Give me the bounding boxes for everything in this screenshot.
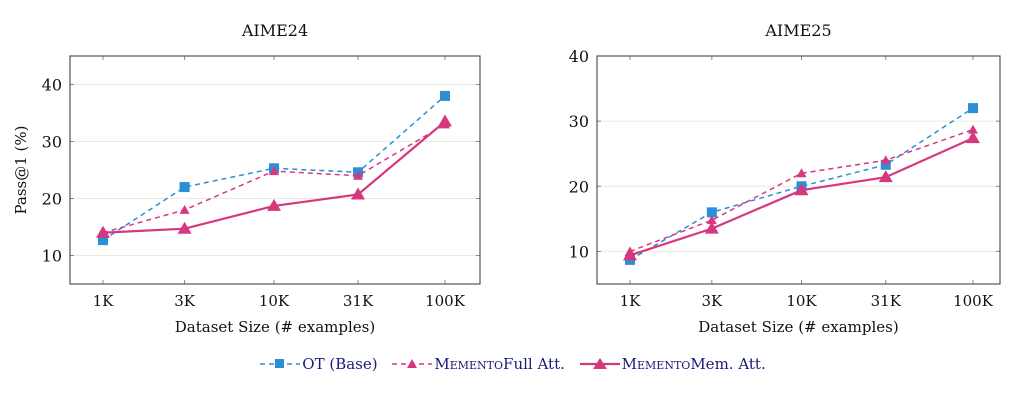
data-point-triangle	[177, 221, 192, 234]
series-line	[102, 95, 446, 241]
y-axis-label: Pass@1 (%)	[12, 125, 30, 214]
y-tick-label: 10	[569, 242, 589, 261]
legend-label: Mem. Att.	[690, 355, 766, 373]
data-point-triangle	[878, 170, 893, 183]
chart-title: AIME25	[764, 21, 831, 40]
x-tick-label: 10K	[259, 292, 290, 310]
legend-marker-triangle-solid	[579, 358, 620, 369]
series-line	[629, 128, 974, 253]
data-point-triangle	[353, 170, 364, 180]
series-line	[629, 107, 974, 261]
legend-item-ot-base: OT (Base)	[258, 355, 378, 373]
data-point-triangle	[179, 204, 190, 214]
x-axis-label: Dataset Size (# examples)	[175, 318, 375, 336]
data-point-triangle	[438, 114, 452, 127]
data-point-triangle	[880, 155, 891, 165]
data-point-triangle	[706, 215, 717, 225]
legend-label: OT (Base)	[302, 355, 378, 373]
y-tick-label: 30	[42, 133, 62, 152]
series-line	[102, 123, 446, 234]
data-point-triangle	[351, 187, 366, 200]
chart-aime25: 10 20 30 40 1K 3K 10K 31K 100K AIME25 Dataset Size…	[569, 21, 1001, 336]
legend-marker-square-dashed	[260, 359, 301, 368]
x-tick-label: 1K	[620, 292, 642, 310]
legend-label-prefix: Memento	[434, 355, 504, 373]
data-point-triangle	[796, 168, 807, 178]
legend-item-memento-full-att: Memento Full Att.	[390, 355, 565, 373]
data-point-triangle	[269, 166, 279, 176]
x-tick-label: 31K	[871, 292, 902, 310]
data-point-square	[98, 235, 108, 246]
x-tick-label: 100K	[425, 292, 466, 310]
y-tick-label: 40	[569, 47, 589, 66]
chart-aime24: 10 20 30 40 1K 3K 10K 31K 100K AIME24 Dataset Size…	[12, 21, 481, 336]
series-memento-mem-att-	[623, 131, 980, 261]
x-tick-label: 100K	[953, 292, 994, 310]
legend: OT (Base) Memento Full Att. Memento Mem.…	[0, 355, 1024, 375]
legend-label-prefix: Memento	[621, 355, 691, 373]
legend-label: Full Att.	[503, 355, 565, 373]
chart-title: AIME24	[241, 21, 308, 40]
series-line	[629, 137, 974, 257]
data-point-triangle	[704, 221, 719, 234]
x-tick-label: 3K	[701, 292, 723, 310]
x-tick-label: 31K	[343, 292, 374, 310]
x-axis-label: Dataset Size (# examples)	[698, 318, 898, 336]
data-point-triangle	[267, 198, 281, 211]
series-memento-full-att-	[625, 124, 978, 256]
data-point-square	[880, 159, 891, 170]
data-point-triangle	[96, 225, 110, 238]
data-point-square	[179, 182, 190, 193]
legend-item-memento-mem-att: Memento Mem. Att.	[578, 355, 766, 373]
data-point-square	[706, 207, 717, 218]
data-point-square	[968, 103, 978, 114]
y-tick-label: 40	[42, 76, 62, 95]
plot-frame	[69, 55, 481, 285]
x-tick-label: 1K	[93, 292, 115, 310]
y-tick-label: 10	[42, 247, 62, 266]
data-point-triangle	[966, 131, 980, 144]
data-point-triangle	[794, 183, 809, 196]
data-point-square	[440, 90, 450, 101]
plot-frame	[596, 55, 1001, 285]
x-tick-label: 10K	[786, 292, 817, 310]
series-memento-mem-att-	[96, 114, 452, 238]
y-tick-label: 20	[42, 190, 62, 209]
series-line	[102, 120, 446, 234]
legend-marker-triangle-dashed	[392, 359, 433, 368]
data-point-triangle	[968, 124, 978, 134]
x-tick-label: 3K	[174, 292, 196, 310]
y-tick-label: 30	[569, 112, 589, 131]
y-tick-label: 20	[569, 177, 589, 196]
data-point-triangle	[623, 248, 637, 261]
